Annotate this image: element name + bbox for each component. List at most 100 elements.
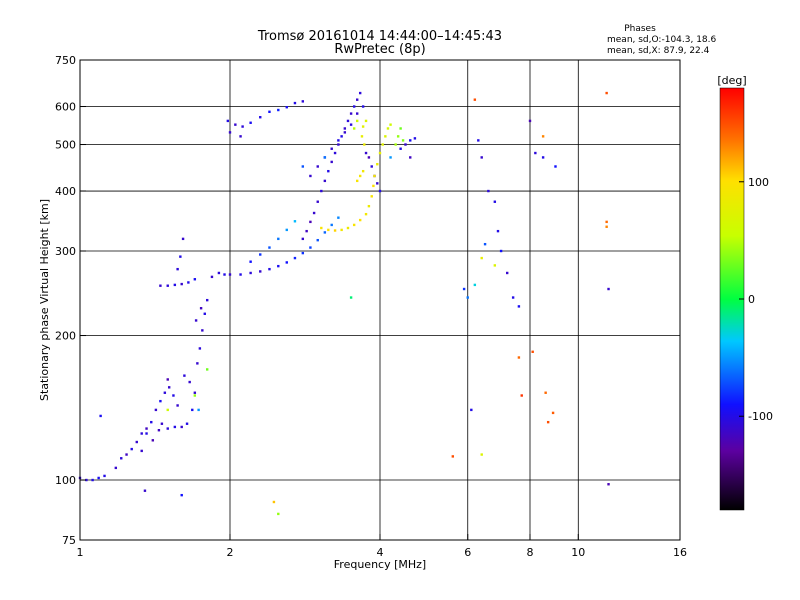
o-mode-point	[163, 391, 167, 394]
o-mode-point	[167, 386, 171, 389]
x-mode-point	[396, 135, 400, 138]
phase-legend-title: Phases	[624, 24, 656, 34]
o-mode-point	[159, 399, 162, 403]
o-mode-point	[466, 296, 469, 299]
o-mode-point	[97, 476, 100, 480]
o-mode-point	[180, 282, 183, 286]
phase-legend-x-stats: mean, sd,X: 87.9, 22.4	[607, 46, 710, 56]
x-mode-point	[546, 420, 550, 424]
o-mode-point	[199, 307, 203, 310]
x-mode-point	[541, 135, 545, 138]
x-mode-point	[605, 225, 608, 228]
y-tick-label: 100	[55, 474, 76, 487]
colorbar-tick-label: 0	[748, 293, 755, 306]
o-mode-point	[607, 287, 610, 291]
o-mode-point	[196, 362, 199, 365]
o-mode-point	[239, 135, 242, 138]
o-mode-point	[505, 271, 509, 275]
x-mode-point	[451, 455, 455, 458]
x-mode-point	[358, 174, 362, 178]
o-mode-point	[327, 169, 330, 173]
y-tick-label: 500	[55, 139, 76, 152]
x-mode-point	[370, 195, 373, 198]
o-mode-point	[312, 211, 316, 215]
x-mode-point	[352, 127, 356, 130]
o-mode-point	[173, 283, 177, 287]
o-mode-point	[534, 151, 537, 155]
o-mode-point	[125, 453, 128, 456]
o-mode-point	[166, 427, 169, 430]
x-mode-point	[544, 391, 547, 394]
x-mode-point	[401, 139, 405, 142]
x-mode-point	[272, 500, 276, 504]
x-mode-point	[367, 204, 371, 208]
x-mode-point	[480, 256, 483, 260]
o-mode-point	[409, 139, 412, 142]
x-mode-point	[358, 218, 362, 222]
x-mode-point	[320, 226, 323, 230]
o-mode-point	[301, 237, 305, 241]
x-mode-point	[346, 226, 350, 230]
phase-legend-o-stats: mean, sd,O:-104.3, 18.6	[607, 35, 717, 45]
x-tick-label: 1	[77, 546, 84, 559]
o-mode-point	[409, 156, 412, 159]
o-mode-point	[143, 489, 147, 492]
x-mode-point	[193, 394, 197, 397]
o-mode-point	[483, 242, 487, 246]
x-mode-point	[605, 220, 608, 224]
x-mode-point	[361, 125, 365, 128]
o-mode-point	[285, 261, 288, 264]
o-mode-point	[323, 156, 327, 159]
o-mode-point	[191, 408, 194, 412]
o-mode-point	[234, 123, 237, 126]
o-mode-point	[259, 253, 262, 256]
o-mode-point	[355, 112, 359, 115]
o-mode-point	[130, 447, 133, 451]
o-mode-point	[413, 137, 417, 140]
o-mode-point	[277, 237, 280, 241]
y-tick-label: 600	[55, 101, 76, 114]
o-mode-point	[293, 101, 297, 105]
x-tick-label: 2	[227, 546, 234, 559]
o-mode-point	[330, 160, 333, 164]
x-mode-point	[531, 350, 534, 353]
o-mode-point	[349, 112, 353, 115]
o-mode-point	[517, 305, 521, 308]
o-mode-point	[150, 420, 153, 424]
o-mode-point	[361, 105, 365, 108]
o-mode-point	[337, 216, 340, 219]
o-mode-point	[176, 267, 179, 271]
o-mode-point	[205, 298, 209, 302]
o-mode-point	[249, 260, 252, 263]
x-tick-label: 4	[377, 546, 384, 559]
colorbar-ticks: 100 0 -100	[739, 176, 773, 423]
o-mode-point	[473, 283, 477, 287]
o-mode-point	[228, 273, 232, 276]
colorbar: [deg] 100 0 -100	[717, 74, 773, 511]
o-mode-point	[301, 165, 305, 168]
x-mode-point	[360, 135, 364, 138]
y-tick-label: 300	[55, 245, 76, 258]
o-mode-point	[316, 200, 319, 203]
o-mode-point	[493, 200, 497, 203]
o-mode-point	[179, 255, 182, 258]
o-mode-point	[277, 264, 280, 268]
o-mode-point	[349, 123, 353, 126]
phase-legend: Phases mean, sd,O:-104.3, 18.6 mean, sd,…	[607, 24, 717, 56]
y-tick-label: 75	[62, 534, 76, 547]
x-mode-point	[372, 184, 375, 188]
o-mode-point	[172, 394, 175, 397]
o-mode-point	[301, 100, 305, 103]
o-mode-point	[293, 256, 297, 260]
x-mode-point	[349, 296, 353, 299]
o-mode-point	[176, 404, 179, 407]
o-mode-point	[166, 284, 169, 287]
x-mode-point	[381, 143, 384, 146]
o-mode-point	[268, 267, 271, 271]
o-mode-point	[140, 449, 143, 453]
o-mode-point	[330, 223, 333, 227]
o-mode-point	[320, 189, 323, 193]
o-mode-point	[337, 139, 340, 142]
x-mode-point	[363, 143, 366, 146]
